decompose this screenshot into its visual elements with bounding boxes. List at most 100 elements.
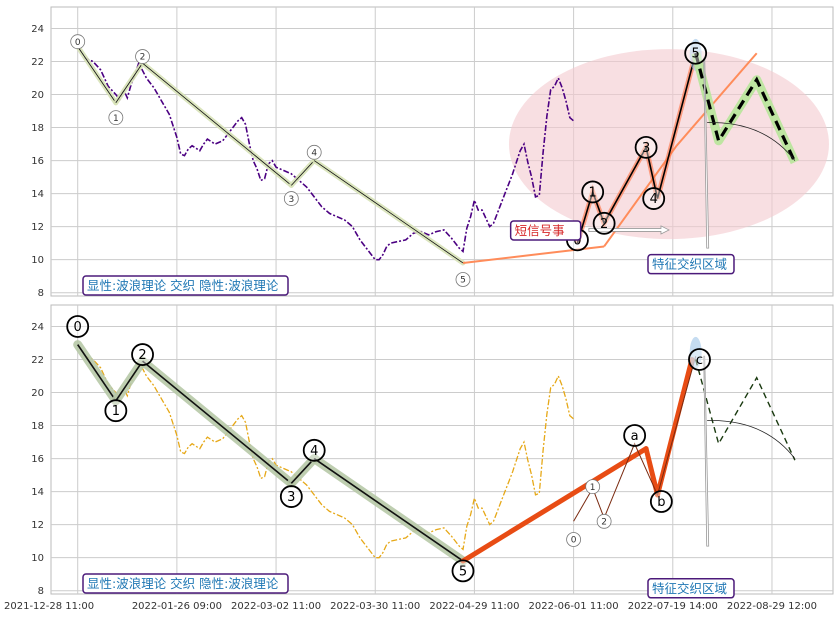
wave-segment [290, 458, 315, 484]
plot-content [73, 336, 796, 566]
wave-label-small: 4 [311, 149, 317, 159]
wave-label-big-circle [642, 187, 666, 210]
wave-segment [291, 160, 315, 186]
wave-label-big: 4 [310, 444, 318, 459]
wave-label-small-circle [566, 532, 582, 547]
wave-segment [313, 160, 464, 264]
info-label-text: 显性:波浪理论 交织 隐性:波浪理论 [87, 278, 279, 293]
info-label-box [82, 275, 289, 296]
y-tick-label: 10 [31, 553, 44, 564]
signal-label-box [509, 220, 582, 241]
wave-label-small-circle [596, 513, 612, 529]
wave-label-big-circle [649, 490, 673, 513]
y-tick-label: 18 [31, 421, 44, 432]
y-tick-label: 8 [38, 586, 44, 597]
x-tick-label: 2022-06-01 11:00 [529, 601, 619, 612]
wave-label-small-circle [306, 144, 322, 160]
wave-label-small: 0 [75, 38, 81, 48]
y-tick-label: 10 [31, 255, 44, 266]
info-label-box [82, 573, 289, 594]
y-tick-label: 22 [31, 355, 44, 366]
projection-line [695, 359, 796, 461]
wave-label-small: 5 [460, 276, 466, 286]
signal-label-text: 短信号事 [515, 223, 565, 238]
wave-label-small: 2 [601, 518, 607, 528]
wave-label-big: b [657, 495, 665, 510]
price-series-line [77, 46, 575, 261]
wave-segment [115, 360, 144, 402]
wave-label-big: 1 [589, 185, 597, 200]
zone-label-text: 特征交织区域 [652, 581, 727, 596]
y-tick-label: 24 [31, 322, 44, 333]
wave-label-big: 5 [459, 564, 467, 579]
wave-label-big: 3 [287, 490, 295, 505]
wave-label-big-circle [592, 211, 616, 235]
y-tick-label: 24 [31, 24, 44, 35]
projection-line [694, 52, 797, 163]
wave-segment [142, 360, 292, 484]
wave-label-small: 1 [590, 483, 596, 493]
wave-label-big: 0 [74, 320, 82, 335]
y-tick-label: 18 [31, 123, 44, 134]
x-tick-label: 2022-01-26 09:00 [132, 601, 222, 612]
interaction-zone-ellipse [508, 49, 829, 240]
wave-label-big: 2 [138, 348, 146, 363]
x-tick-label: 2022-03-30 11:00 [330, 601, 420, 612]
wave-label-big: c [696, 353, 703, 368]
y-tick-label: 12 [31, 520, 44, 531]
wave-label-small: 2 [140, 53, 146, 63]
wave-segment [77, 344, 117, 402]
wave-label-big-circle [66, 315, 90, 338]
plot-content [75, 38, 829, 266]
zone-label-box [647, 578, 735, 599]
y-tick-label: 14 [31, 189, 44, 200]
wave-label-big-circle [451, 559, 475, 583]
wave-label-big-circle [634, 135, 658, 159]
wave-label-big: 3 [642, 141, 650, 156]
horizontal-arrow [588, 225, 670, 235]
wave-label-small-circle [70, 34, 86, 50]
info-label-text: 显性:波浪理论 交织 隐性:波浪理论 [87, 576, 279, 591]
y-tick-label: 20 [31, 388, 44, 399]
sub-wave-line [573, 356, 697, 522]
projection-arc [707, 122, 796, 161]
y-tick-label: 22 [31, 57, 44, 68]
wave-label-big-circle [302, 438, 326, 462]
wave-segment [313, 457, 464, 562]
wave-label-big-circle [684, 41, 708, 65]
x-tick-label: 2022-03-02 11:00 [231, 601, 321, 612]
x-tick-label: 2021-12-28 11:00 [4, 601, 94, 612]
wave-label-small-circle [455, 272, 471, 287]
wave-label-big: 4 [650, 192, 658, 207]
wave-segment-orange [675, 52, 758, 147]
wave-label-small: 3 [288, 195, 294, 205]
zone-label-box [647, 253, 735, 275]
price-series-line [77, 344, 575, 559]
y-tick-label: 14 [31, 487, 44, 498]
wave-label-small: 1 [113, 114, 119, 124]
wave-segment [142, 62, 292, 186]
x-tick-label: 2022-07-19 14:00 [628, 601, 718, 612]
abc-wave-segment [460, 446, 649, 564]
wave-label-small: 0 [571, 536, 577, 546]
wave-label-big: 0 [573, 233, 581, 248]
y-tick-label: 8 [38, 288, 44, 299]
y-tick-label: 20 [31, 90, 44, 101]
abc-wave-segment [643, 446, 661, 498]
wave-label-big: a [631, 429, 639, 444]
peak-highlight [689, 336, 702, 369]
x-tick-label: 2022-04-29 11:00 [429, 601, 519, 612]
wave-label-big: 1 [112, 404, 120, 419]
wave-label-big-circle [688, 348, 711, 371]
wave-label-big-circle [279, 485, 303, 508]
wave-label-big-circle [623, 424, 647, 447]
zone-label-text: 特征交织区域 [652, 257, 727, 272]
wave-label-big: 2 [600, 217, 608, 232]
wave-segment [77, 46, 117, 104]
wave-label-small-circle [135, 49, 150, 64]
x-tick-label: 2022-08-29 12:00 [727, 601, 817, 612]
